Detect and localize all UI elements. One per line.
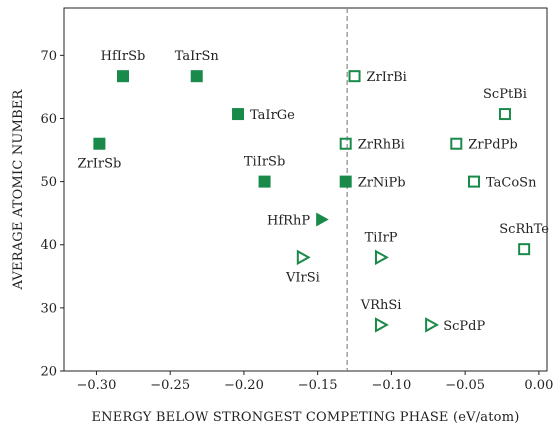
y-tick-label: 50 (40, 175, 57, 190)
data-point (232, 108, 245, 121)
point-label: ZrIrBi (367, 70, 407, 85)
point-label: VIrSi (285, 270, 320, 285)
point-label: HfRhP (267, 213, 310, 228)
y-axis-label: AVERAGE ATOMIC NUMBER (11, 88, 26, 290)
y-tick-label: 60 (40, 112, 57, 127)
y-tick-label: 30 (40, 301, 57, 316)
y-tick-label: 20 (40, 365, 57, 380)
data-point (467, 175, 480, 188)
point-label: TiIrP (365, 230, 398, 245)
data-point (296, 249, 311, 266)
x-tick-label: −0.15 (298, 378, 338, 393)
data-point (374, 317, 389, 333)
x-axis-label: ENERGY BELOW STRONGEST COMPETING PHASE (… (91, 410, 519, 425)
x-tick-label: −0.30 (77, 378, 117, 393)
data-point (425, 317, 439, 333)
data-point (316, 212, 329, 227)
point-label: ZrRhBi (358, 138, 405, 153)
point-label: ScRhTe (499, 222, 549, 237)
point-label: ZrIrSb (77, 157, 121, 172)
point-label: TiIrSb (244, 155, 285, 170)
x-tick-label: −0.10 (371, 378, 411, 393)
data-point (339, 175, 352, 188)
data-point (450, 137, 463, 150)
point-label: ScPtBi (483, 87, 527, 102)
data-point (258, 175, 271, 188)
data-point (518, 243, 531, 256)
x-tick-label: −0.25 (150, 378, 190, 393)
y-tick-label: 40 (40, 238, 57, 253)
point-label: TaIrSn (175, 49, 220, 64)
data-point (190, 70, 203, 83)
point-label: ZrNiPb (358, 176, 406, 191)
y-tick-label: 70 (40, 49, 57, 64)
x-tick-label: −0.20 (224, 378, 264, 393)
data-point (93, 137, 106, 150)
data-point (498, 108, 511, 121)
point-label: ZrPdPb (468, 138, 517, 153)
point-label: TaCoSn (486, 176, 537, 191)
plot-frame (63, 7, 548, 372)
data-point (339, 137, 352, 150)
point-label: TaIrGe (250, 108, 295, 123)
data-point (348, 70, 361, 83)
x-tick-label: −0.05 (445, 378, 485, 393)
point-label: ScPdP (443, 319, 485, 334)
point-label: VRhSi (360, 298, 402, 313)
point-label: HfIrSb (101, 49, 146, 64)
data-point (374, 249, 389, 266)
x-tick-label: 0.00 (524, 378, 553, 393)
data-point (116, 70, 129, 83)
plot-layer: −0.30 −0.25 −0.20 −0.15 −0.10 −0.05 0.00 20 30 40… (40, 7, 553, 393)
